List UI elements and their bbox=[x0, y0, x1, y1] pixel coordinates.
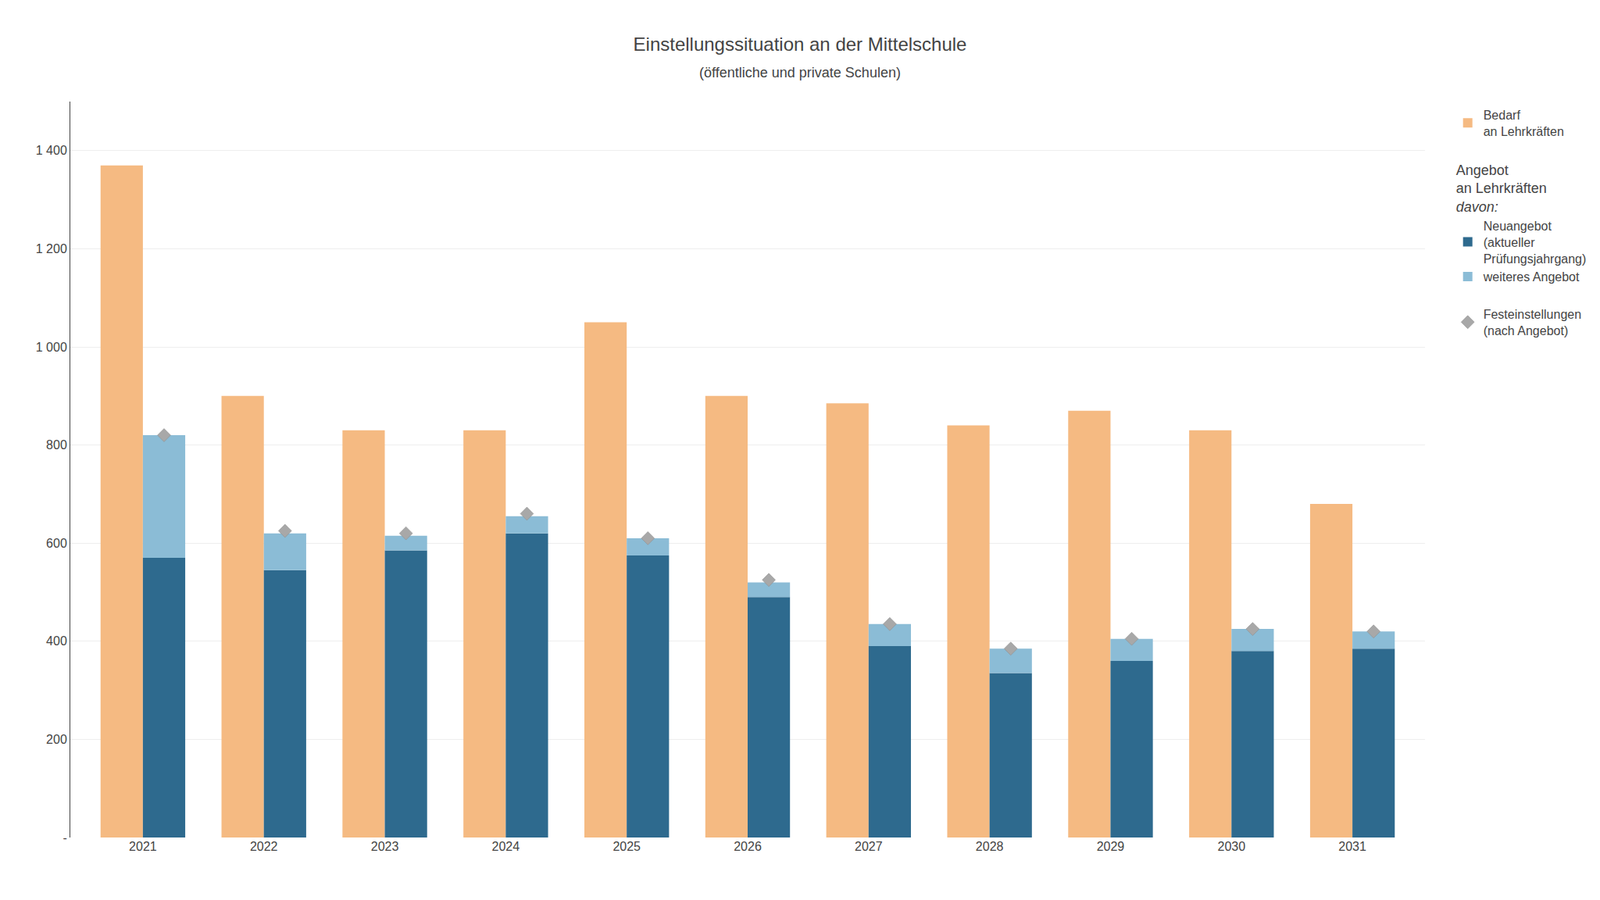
svg-text:Festeinstellungen(nach Angebot: Festeinstellungen(nach Angebot) bbox=[1483, 307, 1582, 338]
svg-text:2031: 2031 bbox=[1338, 839, 1367, 854]
svg-text:Einstellungssituation an der M: Einstellungssituation an der Mittelschul… bbox=[633, 33, 968, 55]
svg-text:weiteres Angebot: weiteres Angebot bbox=[1482, 270, 1580, 284]
svg-text:2026: 2026 bbox=[733, 839, 762, 854]
svg-text:2027: 2027 bbox=[854, 839, 883, 854]
svg-text:2030: 2030 bbox=[1217, 839, 1246, 854]
svg-text:2028: 2028 bbox=[975, 839, 1004, 854]
svg-text:1 400: 1 400 bbox=[35, 143, 68, 158]
svg-text:1 200: 1 200 bbox=[35, 242, 68, 256]
svg-text:400: 400 bbox=[46, 634, 68, 648]
svg-text:200: 200 bbox=[46, 732, 68, 747]
svg-text:2021: 2021 bbox=[128, 839, 158, 854]
svg-text:2025: 2025 bbox=[612, 839, 641, 854]
svg-text:Angebotan Lehrkräftendavon:: Angebotan Lehrkräftendavon: bbox=[1456, 162, 1547, 215]
svg-text:Bedarfan Lehrkräften: Bedarfan Lehrkräften bbox=[1483, 108, 1565, 139]
svg-text:2022: 2022 bbox=[250, 839, 279, 854]
svg-text:2023: 2023 bbox=[371, 839, 400, 854]
svg-text:(öffentliche und private Schul: (öffentliche und private Schulen) bbox=[699, 64, 901, 81]
svg-text:1 000: 1 000 bbox=[35, 340, 68, 354]
svg-text:Neuangebot(aktuellerPrüfungsja: Neuangebot(aktuellerPrüfungsjahrgang) bbox=[1483, 219, 1587, 266]
svg-text:2029: 2029 bbox=[1096, 839, 1125, 854]
svg-text:-: - bbox=[62, 831, 67, 845]
svg-text:2024: 2024 bbox=[492, 839, 521, 854]
svg-text:800: 800 bbox=[46, 438, 68, 452]
svg-text:600: 600 bbox=[46, 536, 68, 550]
